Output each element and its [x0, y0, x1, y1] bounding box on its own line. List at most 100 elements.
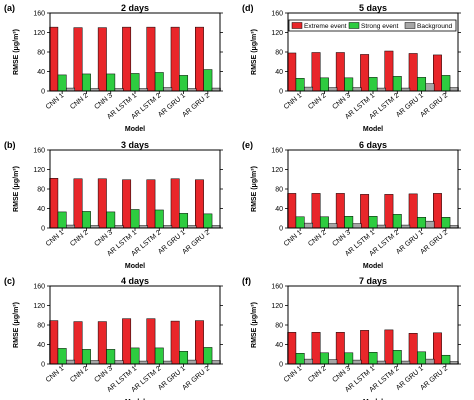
bar-strong-event [319, 352, 329, 365]
bar-strong-event [179, 213, 189, 229]
y-tick-label: 40 [37, 342, 45, 349]
bar-strong-event [57, 348, 67, 365]
bar-extreme-event [384, 50, 394, 92]
y-axis-label: RMSE (μg/m³) [13, 166, 20, 212]
bar-background [449, 87, 459, 92]
x-tick-label: AR GRU 2 [181, 365, 211, 392]
bar-extreme-event [73, 27, 83, 92]
plot-frame [287, 12, 459, 92]
bar-strong-event [154, 72, 164, 92]
bar-extreme-event [408, 53, 418, 92]
y-tick-label: 120 [33, 303, 45, 310]
x-tick-label: CNN 2 [69, 365, 90, 384]
bar-extreme-event [97, 178, 107, 229]
legend-swatch [291, 22, 303, 29]
x-tick-label: CNN 2 [307, 229, 328, 248]
bar-extreme-event [433, 193, 442, 229]
bar-extreme-event [335, 332, 345, 365]
y-tick-label: 120 [271, 167, 283, 174]
y-tick-label: 160 [33, 11, 45, 18]
bar-strong-event [57, 211, 67, 229]
x-axis-label: Model [125, 126, 145, 133]
bar-strong-event [441, 354, 451, 365]
bar-extreme-event [170, 26, 180, 92]
legend: Extreme event Strong event Background [288, 19, 457, 32]
bar-extreme-event [97, 27, 107, 92]
panel-label: (d) [242, 3, 254, 13]
bar-strong-event [106, 73, 116, 92]
y-tick-label: 0 [279, 362, 283, 369]
bar-strong-event [154, 347, 164, 365]
bar-strong-event [106, 349, 116, 365]
bar-background [425, 358, 435, 365]
bar-strong-event [130, 209, 140, 229]
y-tick-label: 80 [37, 50, 45, 57]
panel-label: (e) [242, 140, 253, 150]
y-tick-label: 80 [275, 323, 283, 330]
bar-extreme-event [311, 193, 321, 229]
bar-strong-event [295, 353, 305, 365]
y-tick-label: 120 [271, 30, 283, 37]
x-tick-label: CNN 2 [69, 92, 90, 111]
bar-background [328, 223, 338, 229]
legend-swatch [404, 22, 416, 29]
x-tick-label: CNN 1 [45, 229, 66, 248]
x-tick-label: CNN 3 [93, 229, 114, 248]
y-tick-label: 160 [271, 148, 283, 155]
bar-extreme-event [384, 194, 394, 229]
bar-strong-event [57, 74, 67, 92]
x-tick-label: CNN 3 [331, 365, 352, 384]
bar-strong-event [203, 347, 213, 365]
bar-strong-event [344, 216, 354, 229]
bar-extreme-event [146, 179, 156, 229]
panel-label: (a) [4, 3, 15, 13]
y-tick-label: 80 [275, 50, 283, 57]
y-tick-label: 0 [41, 362, 45, 369]
bar-background [352, 223, 362, 229]
x-tick-label: AR GRU 2 [181, 92, 211, 119]
y-tick-label: 80 [37, 323, 45, 330]
panel-label: (b) [4, 140, 16, 150]
legend-label: Extreme event [304, 23, 347, 30]
y-axis-label: RMSE (μg/m³) [251, 29, 258, 75]
x-tick-label: CNN 2 [69, 229, 90, 248]
plot-frame [287, 149, 459, 229]
bar-strong-event [392, 214, 402, 229]
x-tick-label: AR GRU 2 [419, 365, 449, 392]
x-tick-label: AR GRU 2 [181, 229, 211, 256]
bar-extreme-event [49, 178, 59, 229]
x-tick-label: CNN 1 [283, 365, 304, 384]
bar-strong-event [417, 77, 427, 92]
bar-background [90, 360, 100, 365]
plot-frame [49, 12, 221, 92]
y-tick-label: 80 [37, 187, 45, 194]
y-tick-label: 40 [275, 206, 283, 213]
x-axis-label: Model [363, 263, 383, 270]
bar-background [66, 359, 75, 365]
bar-extreme-event [384, 329, 394, 365]
bar-extreme-event [335, 52, 345, 92]
x-tick-label: CNN 1 [45, 365, 66, 384]
bar-extreme-event [170, 320, 180, 365]
bar-strong-event [203, 69, 213, 92]
bar-extreme-event [433, 332, 442, 365]
bar-extreme-event [195, 179, 204, 229]
chart-title: 4 days [121, 276, 149, 286]
bar-extreme-event [73, 178, 83, 229]
y-tick-label: 0 [279, 89, 283, 96]
bar-extreme-event [195, 26, 204, 92]
bar-strong-event [81, 73, 91, 92]
bar-strong-event [368, 216, 378, 229]
chart-title: 7 days [359, 276, 387, 286]
bar-background [352, 359, 362, 365]
x-tick-label: CNN 2 [307, 365, 328, 384]
bar-background [425, 83, 435, 92]
bar-extreme-event [73, 321, 83, 365]
bar-strong-event [319, 77, 329, 92]
plot-frame [287, 285, 459, 365]
legend-label: Strong event [361, 23, 399, 30]
y-tick-label: 40 [37, 206, 45, 213]
